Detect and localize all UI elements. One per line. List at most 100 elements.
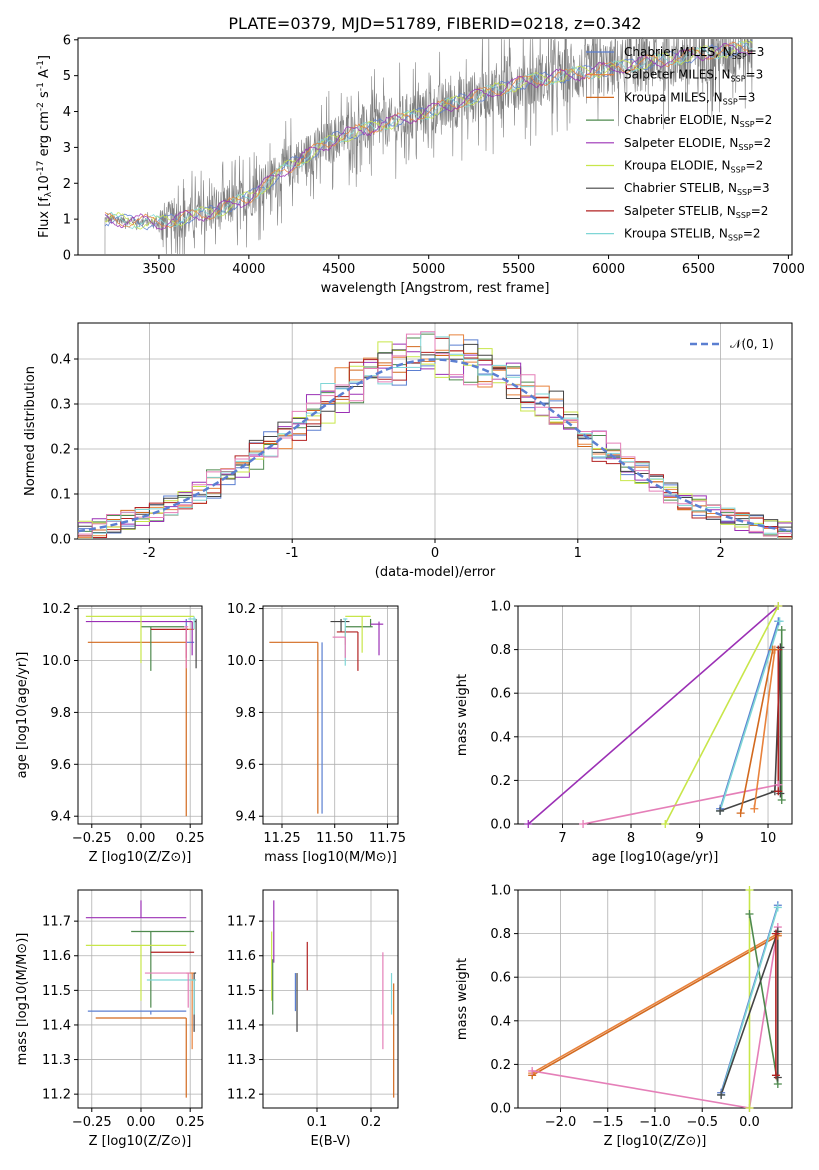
y-tick-label: 1.0 — [490, 884, 511, 899]
y-tick-label: 11.6 — [227, 949, 256, 964]
model-spectrum — [104, 41, 753, 228]
weight-line — [531, 935, 779, 1076]
weight-marker — [579, 820, 588, 828]
y-tick-label: 10.0 — [227, 654, 256, 669]
weight-line — [582, 784, 779, 824]
y-tick-label: 1 — [63, 213, 71, 228]
x-tick-label: 0.0 — [739, 1115, 760, 1130]
residual-histogram — [78, 339, 792, 534]
weight-marker — [775, 617, 784, 626]
weight-marker — [774, 787, 783, 796]
axes-frame — [77, 605, 203, 825]
legend-label: 𝒩(0, 1) — [730, 337, 774, 351]
weight-marker — [745, 1104, 754, 1112]
legend-label: Kroupa MILES, NSSP=3 — [624, 90, 755, 106]
figure-title: PLATE=0379, MJD=51789, FIBERID=0218, z=0… — [228, 14, 641, 33]
x-tick-label: 10 — [760, 831, 777, 846]
x-axis-label: Z [log10(Z/Z⊙)] — [89, 850, 192, 865]
y-tick-label: 9.6 — [50, 758, 71, 773]
plot-area — [85, 615, 197, 817]
weight-marker — [661, 820, 670, 828]
y-tick-label: 0.2 — [490, 774, 511, 789]
y-tick-label: 11.2 — [42, 1088, 71, 1103]
x-tick-label: 6500 — [682, 262, 715, 277]
axes-mass-age: 11.25 11.50 11.75 9.4 9.6 9.8 10.0 10.2 mass [lo… — [227, 602, 406, 865]
y-tick-label: 11.3 — [227, 1053, 256, 1068]
weight-marker — [745, 909, 754, 918]
axes-frame — [77, 37, 793, 256]
x-tick-label: −2.0 — [545, 1115, 577, 1130]
y-tick-label: 11.3 — [42, 1053, 71, 1068]
x-tick-label: 0.1 — [307, 1115, 328, 1130]
y-tick-label: 2 — [63, 177, 71, 192]
x-axis-label: E(B-V) — [310, 1134, 350, 1149]
residual-histogram — [78, 331, 792, 537]
legend-label: Salpeter STELIB, NSSP=2 — [624, 204, 768, 220]
x-tick-label: 7 — [558, 831, 566, 846]
axes-frame — [77, 889, 203, 1109]
weight-line — [527, 606, 779, 824]
x-tick-label: 0.00 — [127, 1115, 156, 1130]
legend: Chabrier MILES, NSSP=3 Salpeter MILES, NS… — [586, 45, 772, 243]
x-tick-label: -2 — [143, 546, 156, 561]
axes-frame — [517, 889, 793, 1109]
model-spectrum — [104, 42, 753, 231]
x-tick-label: 0.2 — [361, 1115, 382, 1130]
weight-marker — [768, 645, 777, 654]
y-tick-label: 0.8 — [490, 643, 511, 658]
y-tick-label: 11.6 — [42, 949, 71, 964]
plot-area — [85, 900, 197, 1098]
weight-marker — [773, 903, 782, 912]
y-tick-label: 9.8 — [235, 706, 256, 721]
x-tick-label: 4500 — [322, 262, 355, 277]
axes-frame — [262, 889, 399, 1109]
y-tick-label: 0.2 — [490, 1058, 511, 1073]
axes-z-age: −0.25 0.00 0.25 9.4 9.6 9.8 10.0 10.2 Z [log10(Z… — [15, 602, 205, 865]
y-tick-label: 11.4 — [227, 1018, 256, 1033]
x-tick-label: 0.25 — [176, 831, 205, 846]
y-tick-label: 4 — [63, 105, 71, 120]
y-tick-label: 10.2 — [42, 602, 71, 617]
y-tick-label: 0.6 — [490, 687, 511, 702]
x-tick-label: 3500 — [142, 262, 175, 277]
y-tick-label: 5 — [63, 69, 71, 84]
y-axis-label: mass [log10(M/M⊙)] — [15, 933, 30, 1066]
y-tick-label: 0.1 — [50, 488, 71, 503]
y-axis-label: Flux [fλ10-17 erg cm-2 s-1 A-1] — [36, 55, 54, 238]
x-tick-label: −0.25 — [72, 831, 112, 846]
plot-area — [531, 890, 779, 1108]
normal-curve — [78, 358, 792, 533]
y-tick-label: 0.2 — [50, 443, 71, 458]
weight-marker — [528, 1066, 537, 1075]
axes-frame — [77, 322, 793, 540]
axes-residuals: -2 -1 0 1 2 0.0 0.1 0.2 0.3 0.4 (data-model)/error… — [23, 322, 793, 580]
y-tick-label: 10.2 — [227, 602, 256, 617]
weight-marker — [771, 1071, 780, 1080]
plot-area — [271, 900, 395, 1098]
y-axis-label: age [log10(age/yr)] — [15, 652, 30, 779]
y-tick-label: 9.8 — [50, 706, 71, 721]
plot-area — [269, 615, 384, 814]
y-tick-label: 11.7 — [42, 915, 71, 930]
y-tick-label: 10.0 — [42, 654, 71, 669]
weight-line — [719, 621, 781, 812]
y-tick-label: 1.0 — [490, 600, 511, 615]
axes-z-weight: −2.0 −1.5 −1.0 −0.5 0.0 0.0 0.2 0.4 0.6 0.8 1.0 Z [… — [455, 884, 793, 1149]
x-tick-label: 0 — [431, 546, 439, 561]
y-tick-label: 0 — [63, 249, 71, 264]
x-tick-label: 1 — [574, 546, 582, 561]
legend-label: Kroupa STELIB, NSSP=2 — [624, 227, 761, 243]
weight-line — [753, 649, 776, 809]
x-tick-label: -1 — [286, 546, 299, 561]
weight-marker — [736, 809, 745, 818]
x-tick-label: −0.25 — [72, 1115, 112, 1130]
y-tick-label: 11.5 — [227, 984, 256, 999]
y-axis-label: mass weight — [455, 674, 470, 756]
weight-marker — [750, 804, 759, 813]
x-tick-label: −1.0 — [639, 1115, 671, 1130]
x-tick-label: 2 — [716, 546, 724, 561]
x-axis-label: (data-model)/error — [375, 565, 496, 580]
axes-age-weight: 7 8 9 10 0.0 0.2 0.4 0.6 0.8 1.0 age [log10(age/yr… — [455, 600, 793, 865]
weight-marker — [777, 796, 786, 805]
weight-line — [748, 913, 779, 1085]
